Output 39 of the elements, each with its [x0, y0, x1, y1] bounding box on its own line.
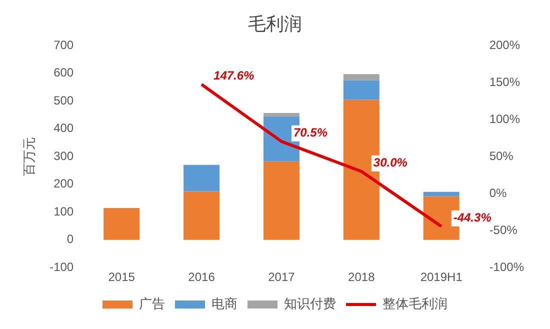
- bar: [263, 113, 300, 116]
- x-tick-label: 2019H1: [420, 270, 463, 284]
- bar: [184, 164, 220, 192]
- bar: [343, 74, 380, 80]
- legend-label: 电商: [212, 296, 238, 312]
- bar: [263, 161, 300, 240]
- y-tick-label: 400: [54, 121, 74, 136]
- legend-label: 广告: [139, 296, 165, 312]
- data-label: 30.0%: [373, 156, 408, 170]
- y-tick-label: 100: [54, 204, 74, 218]
- y-tick-label: 700: [54, 38, 74, 52]
- bar: [343, 80, 380, 100]
- data-label: 70.5%: [293, 126, 328, 140]
- bar: [184, 191, 220, 240]
- y2-tick-label: 100%: [489, 112, 520, 126]
- y2-tick-label: 150%: [489, 74, 520, 89]
- x-tick-label: 2018: [348, 270, 376, 284]
- legend-label: 知识付费: [284, 296, 336, 312]
- y-tick-label: 200: [54, 176, 74, 191]
- y-tick-label: -100: [50, 260, 74, 274]
- y-tick-label: 0: [66, 232, 74, 246]
- y2-tick-label: 200%: [489, 38, 520, 52]
- chart-title: 毛利润: [248, 14, 302, 34]
- data-label: 147.6%: [214, 68, 255, 83]
- bar: [423, 192, 460, 196]
- data-label: -44.3%: [453, 210, 492, 225]
- x-tick-label: 2016: [188, 270, 216, 284]
- y-tick-label: 500: [54, 93, 74, 108]
- x-tick-label: 2015: [108, 270, 136, 284]
- y2-tick-label: -50%: [489, 222, 518, 237]
- y-tick-label: 600: [54, 66, 74, 80]
- y-tick-label: 300: [54, 148, 74, 163]
- y-axis-title: 百万元: [21, 137, 36, 176]
- y2-tick-label: 0%: [489, 186, 507, 200]
- x-tick-label: 2017: [268, 270, 296, 284]
- legend-label: 整体毛利润: [382, 296, 448, 312]
- y2-tick-label: 50%: [489, 148, 514, 163]
- bar: [104, 208, 140, 240]
- y2-tick-label: -100%: [489, 260, 524, 274]
